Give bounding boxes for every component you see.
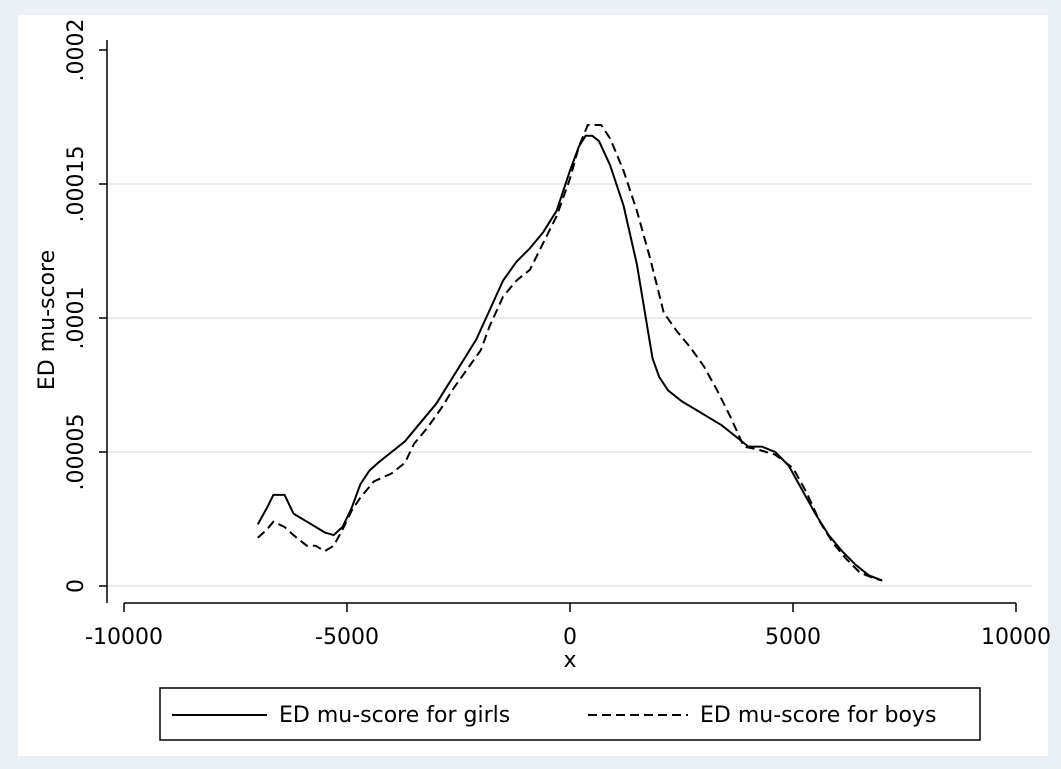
x-axis-title: x: [563, 648, 576, 673]
series-lines: [256, 124, 883, 582]
y-tick-label-0: 0: [64, 579, 89, 593]
y-tick-label-1: .00005: [64, 414, 89, 491]
grid-lines: [107, 183, 1032, 587]
y-tick-label-3: .00015: [64, 146, 89, 223]
y-tick-label-2: .0001: [64, 287, 89, 350]
axes: 0 .00005 .0001 .00015 .0002 -10000 -5000 0 5000 1…: [64, 19, 1051, 650]
x-tick-label-2: 0: [563, 625, 577, 650]
legend: ED mu-score for girls ED mu-score for bo…: [159, 687, 981, 741]
plot-region: [18, 15, 1048, 756]
x-tick-label-1: -5000: [315, 625, 379, 650]
y-axis-title: ED mu-score: [35, 250, 60, 390]
x-tick-label-0: -10000: [85, 625, 163, 650]
series-line-girls: [256, 134, 883, 582]
series-line-boys: [257, 124, 883, 582]
x-tick-label-4: 10000: [981, 625, 1051, 650]
x-tick-label-3: 5000: [765, 625, 821, 650]
legend-box: [159, 687, 981, 741]
y-tick-label-4: .0002: [64, 19, 89, 82]
legend-label-boys: ED mu-score for boys: [700, 703, 936, 728]
legend-label-girls: ED mu-score for girls: [279, 703, 510, 728]
